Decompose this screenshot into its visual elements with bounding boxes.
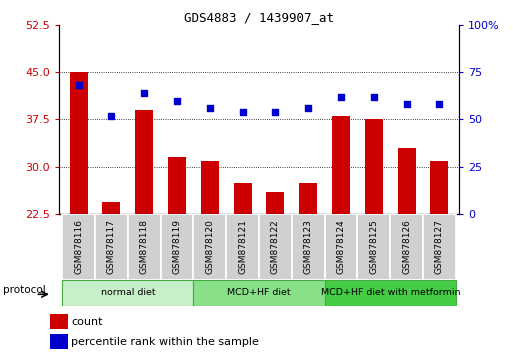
Point [107,113,115,119]
Bar [62,214,95,280]
Bar [233,183,252,214]
Bar [299,183,317,214]
Text: GSM878125: GSM878125 [369,219,379,274]
Bar [266,192,285,214]
Bar [325,280,456,306]
Text: GSM878126: GSM878126 [402,219,411,274]
Bar [398,148,416,214]
Bar [390,214,423,280]
Bar [226,214,259,280]
Bar [50,334,68,349]
Text: GSM878124: GSM878124 [337,219,346,274]
Point [304,105,312,111]
Bar [193,214,226,280]
Bar [193,280,325,306]
Point [337,94,345,99]
Title: GDS4883 / 1439907_at: GDS4883 / 1439907_at [184,11,334,24]
Point [140,90,148,96]
Point [206,105,214,111]
Point [436,102,444,107]
Point [173,98,181,103]
Bar [135,110,153,214]
Text: GSM878116: GSM878116 [74,219,83,274]
Text: MCD+HF diet: MCD+HF diet [227,289,291,297]
Text: GSM878118: GSM878118 [140,219,149,274]
Bar [430,160,448,214]
Bar [50,314,68,329]
Bar [423,214,456,280]
Text: GSM878117: GSM878117 [107,219,116,274]
Bar [259,214,292,280]
Point [403,102,411,107]
Text: percentile rank within the sample: percentile rank within the sample [71,337,259,347]
Bar [62,280,193,306]
Text: protocol: protocol [3,285,46,295]
Point [239,109,247,115]
Text: MCD+HF diet with metformin: MCD+HF diet with metformin [321,289,460,297]
Text: GSM878123: GSM878123 [304,219,313,274]
Bar [332,116,350,214]
Point [74,82,83,88]
Bar [358,214,390,280]
Bar [168,157,186,214]
Bar [292,214,325,280]
Bar [128,214,161,280]
Text: count: count [71,316,103,327]
Bar [325,214,358,280]
Bar [95,214,128,280]
Text: GSM878122: GSM878122 [271,219,280,274]
Text: GSM878119: GSM878119 [172,219,182,274]
Bar [201,160,219,214]
Text: GSM878127: GSM878127 [435,219,444,274]
Text: GSM878121: GSM878121 [238,219,247,274]
Bar [365,119,383,214]
Text: GSM878120: GSM878120 [205,219,214,274]
Point [271,109,280,115]
Bar [70,72,88,214]
Bar [161,214,193,280]
Bar [103,201,121,214]
Point [370,94,378,99]
Text: normal diet: normal diet [101,289,155,297]
